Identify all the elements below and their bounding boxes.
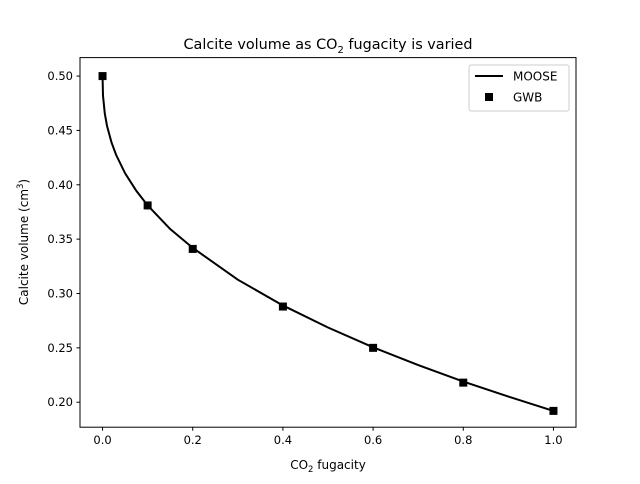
moose-line [101,76,554,412]
x-tick-label: 0.2 [184,433,202,447]
gwb-point [143,201,152,210]
gwb-point [459,378,468,387]
legend-gwb-marker [485,93,493,101]
chart-title: Calcite volume as CO2 fugacity is varied [183,37,472,56]
gwb-point [188,244,197,253]
y-tick-label: 0.35 [47,232,73,246]
x-tick-label: 0.8 [454,433,472,447]
y-tick-label: 0.25 [47,341,73,355]
x-tick-label: 0.6 [364,433,382,447]
x-tick-label: 0.0 [93,433,111,447]
x-tick-label: 0.4 [274,433,292,447]
axes-frame [79,57,577,428]
y-tick-label: 0.45 [47,123,73,137]
legend: MOOSE GWB [468,64,570,112]
x-tick-label: 1.0 [544,433,562,447]
gwb-point [549,406,558,415]
gwb-point [278,302,287,311]
y-tick-label: 0.40 [47,178,73,192]
y-tick-label: 0.30 [47,286,73,300]
y-tick-label: 0.20 [47,395,73,409]
gwb-point [369,343,378,352]
y-tick-label: 0.50 [47,69,73,83]
legend-gwb-label: GWB [513,91,542,105]
x-axis-label: CO2 fugacity [290,458,366,475]
legend-moose-label: MOOSE [513,70,557,84]
y-axis-label: Calcite volume (cm3) [16,179,31,305]
gwb-point [98,72,107,81]
